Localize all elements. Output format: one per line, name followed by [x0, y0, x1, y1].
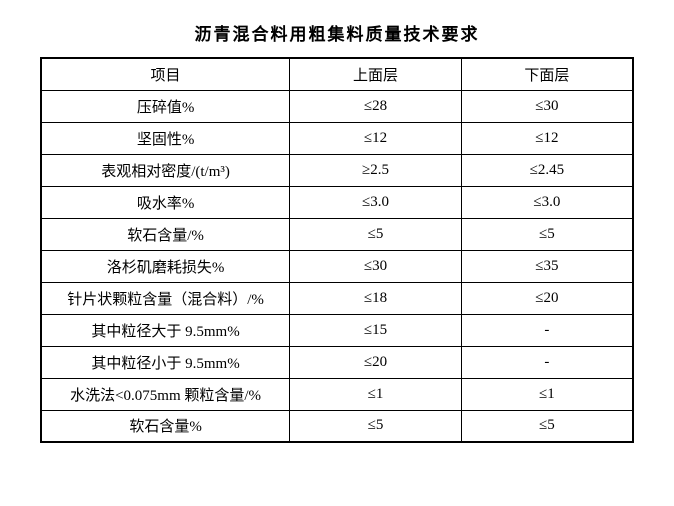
cell-lower: - [461, 346, 633, 378]
cell-upper: ≤20 [290, 346, 462, 378]
table-body: 压碎值%≤28≤30坚固性%≤12≤12表观相对密度/(t/m³)≥2.5≤2.… [41, 90, 633, 442]
cell-upper: ≤15 [290, 314, 462, 346]
cell-item: 软石含量/% [41, 218, 290, 250]
table-row: 表观相对密度/(t/m³)≥2.5≤2.45 [41, 154, 633, 186]
cell-lower: ≤20 [461, 282, 633, 314]
cell-item: 吸水率% [41, 186, 290, 218]
spec-table: 项目 上面层 下面层 压碎值%≤28≤30坚固性%≤12≤12表观相对密度/(t… [40, 57, 634, 443]
table-row: 软石含量%≤5≤5 [41, 410, 633, 442]
cell-upper: ≤12 [290, 122, 462, 154]
cell-lower: ≤12 [461, 122, 633, 154]
table-header-row: 项目 上面层 下面层 [41, 58, 633, 90]
cell-item: 压碎值% [41, 90, 290, 122]
cell-item: 其中粒径大于 9.5mm% [41, 314, 290, 346]
cell-upper: ≤3.0 [290, 186, 462, 218]
header-item: 项目 [41, 58, 290, 90]
cell-item: 针片状颗粒含量（混合料）/% [41, 282, 290, 314]
table-row: 其中粒径小于 9.5mm%≤20- [41, 346, 633, 378]
cell-upper: ≤18 [290, 282, 462, 314]
cell-lower: ≤5 [461, 218, 633, 250]
document-container: 沥青混合料用粗集料质量技术要求 项目 上面层 下面层 压碎值%≤28≤30坚固性… [40, 20, 634, 443]
page-title: 沥青混合料用粗集料质量技术要求 [40, 20, 634, 45]
cell-upper: ≤28 [290, 90, 462, 122]
table-row: 坚固性%≤12≤12 [41, 122, 633, 154]
cell-lower: ≤3.0 [461, 186, 633, 218]
cell-lower: ≤30 [461, 90, 633, 122]
table-row: 水洗法<0.075mm 颗粒含量/%≤1≤1 [41, 378, 633, 410]
cell-item: 洛杉矶磨耗损失% [41, 250, 290, 282]
cell-item: 软石含量% [41, 410, 290, 442]
cell-item: 表观相对密度/(t/m³) [41, 154, 290, 186]
header-lower: 下面层 [461, 58, 633, 90]
cell-lower: ≤35 [461, 250, 633, 282]
cell-upper: ≥2.5 [290, 154, 462, 186]
cell-upper: ≤5 [290, 218, 462, 250]
cell-upper: ≤30 [290, 250, 462, 282]
table-row: 针片状颗粒含量（混合料）/%≤18≤20 [41, 282, 633, 314]
cell-item: 水洗法<0.075mm 颗粒含量/% [41, 378, 290, 410]
cell-item: 其中粒径小于 9.5mm% [41, 346, 290, 378]
cell-lower: ≤5 [461, 410, 633, 442]
cell-lower: ≤2.45 [461, 154, 633, 186]
cell-lower: ≤1 [461, 378, 633, 410]
cell-upper: ≤5 [290, 410, 462, 442]
cell-lower: - [461, 314, 633, 346]
table-row: 洛杉矶磨耗损失%≤30≤35 [41, 250, 633, 282]
header-upper: 上面层 [290, 58, 462, 90]
cell-upper: ≤1 [290, 378, 462, 410]
table-row: 软石含量/%≤5≤5 [41, 218, 633, 250]
table-row: 吸水率%≤3.0≤3.0 [41, 186, 633, 218]
table-row: 压碎值%≤28≤30 [41, 90, 633, 122]
cell-item: 坚固性% [41, 122, 290, 154]
table-row: 其中粒径大于 9.5mm%≤15- [41, 314, 633, 346]
